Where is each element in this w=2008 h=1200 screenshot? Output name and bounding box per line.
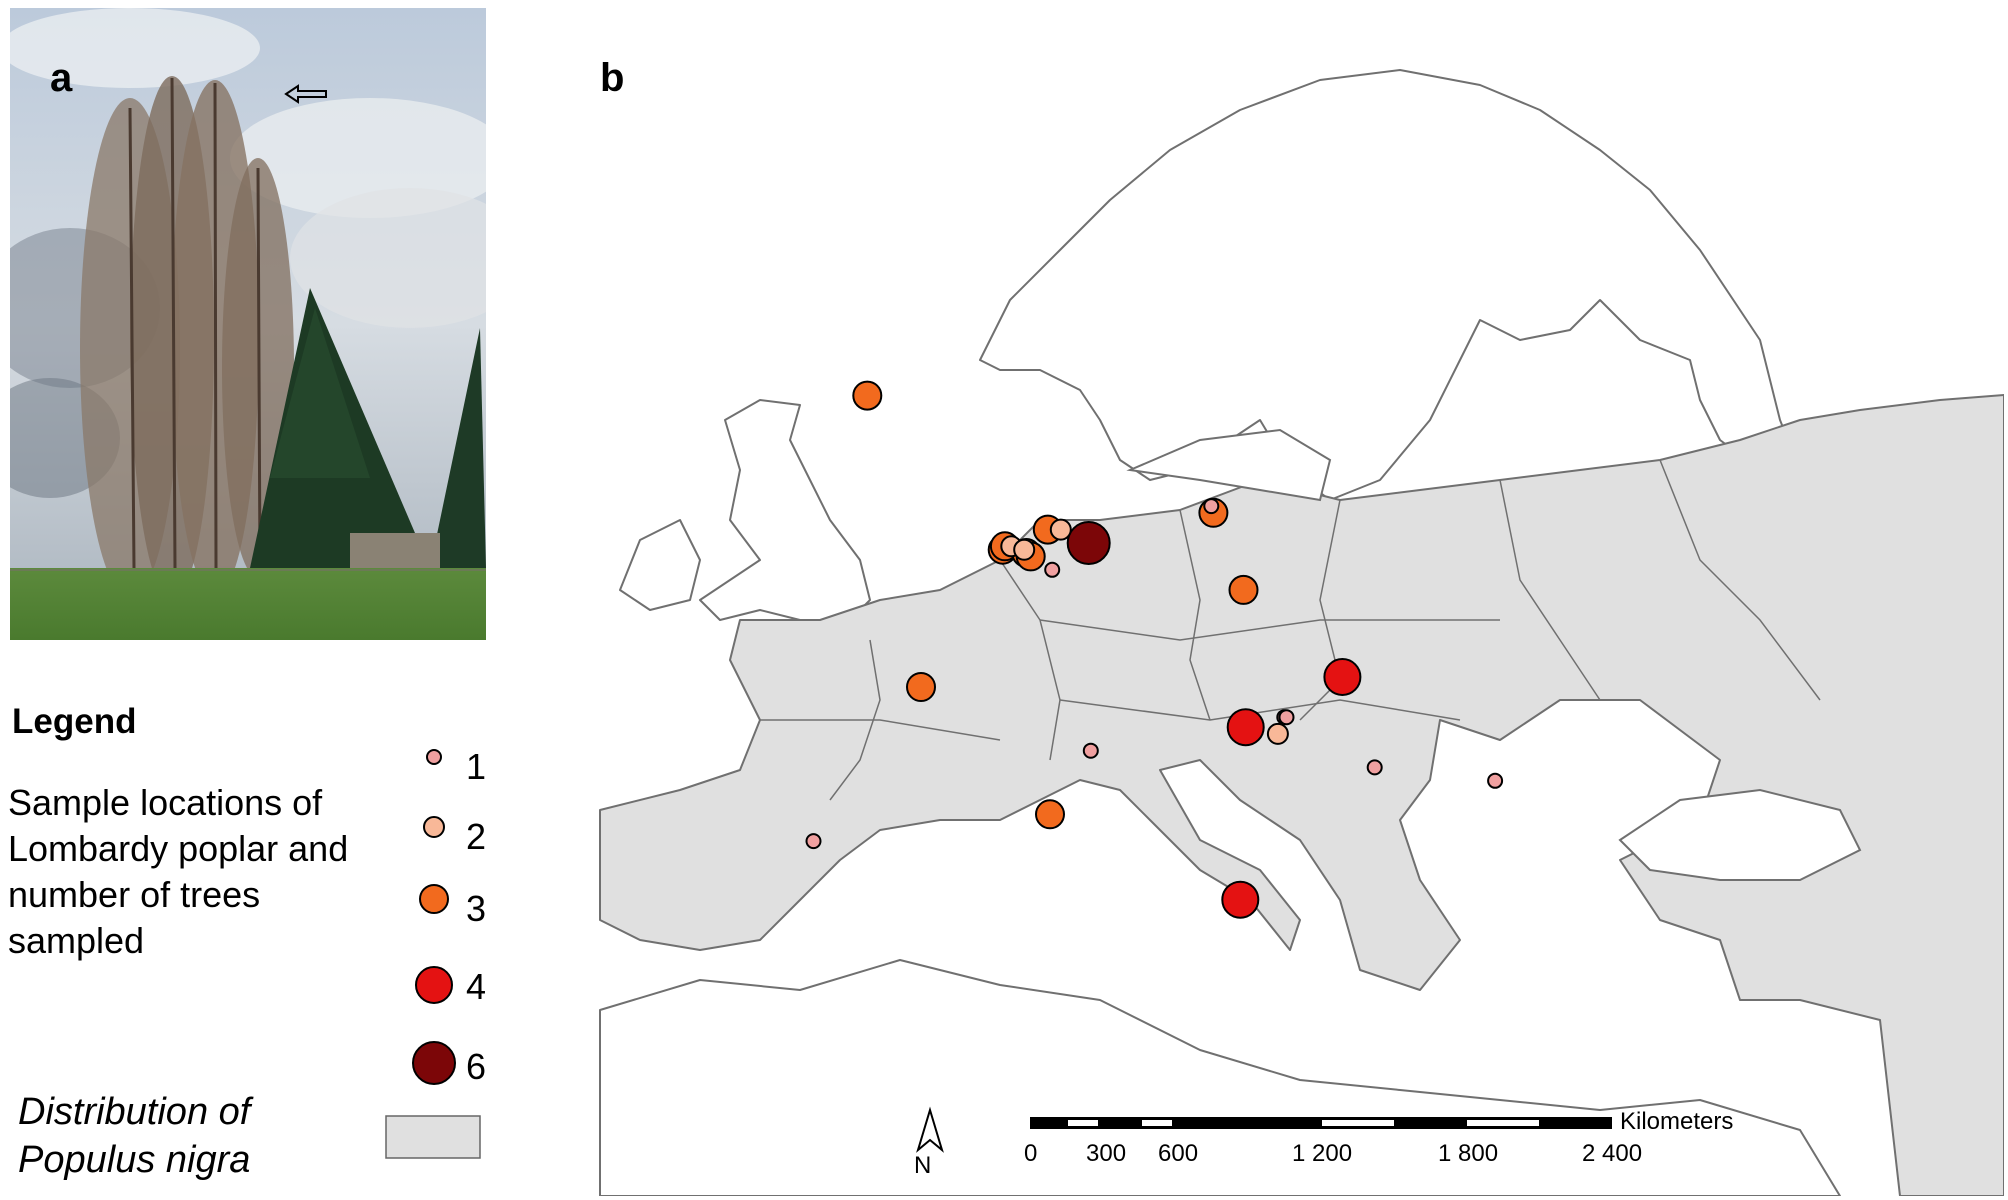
legend-count-3: 3 — [466, 888, 487, 929]
scale-tick-600: 600 — [1158, 1140, 1199, 1167]
legend-count-2: 2 — [466, 816, 487, 857]
scale-tick-1800: 1 800 — [1438, 1140, 1499, 1167]
legend-symbol-6 — [412, 1041, 456, 1085]
legend-sample-description: Sample locations of Lombardy poplar and … — [8, 782, 349, 961]
scale-bar — [1030, 1117, 1612, 1129]
sample-sites-layer — [805, 380, 1504, 919]
africa-landmass — [599, 959, 1841, 1196]
scale-tick-0: 0 — [1024, 1140, 1038, 1167]
sample-site-24 — [1366, 759, 1383, 776]
sample-site-17 — [1266, 722, 1289, 745]
populus-nigra-distribution — [599, 394, 2004, 1196]
legend-symbol-2 — [423, 816, 445, 838]
legend-title: Legend — [12, 702, 137, 741]
legend-count-4: 4 — [466, 966, 487, 1007]
sample-site-15 — [1013, 538, 1036, 561]
arrow-left-icon — [284, 84, 327, 104]
britain-landmass — [699, 399, 871, 621]
scale-tick-1200: 1 200 — [1292, 1140, 1353, 1167]
sample-site-25 — [1487, 772, 1504, 789]
sample-site-4 — [852, 380, 883, 411]
europe-map — [562, 12, 2004, 1196]
panel-b-letter: b — [600, 56, 625, 100]
sample-site-12 — [906, 672, 936, 702]
legend-symbol-3 — [419, 884, 449, 914]
sample-site-21 — [805, 833, 822, 850]
poplar-photo — [10, 8, 486, 640]
sample-site-2 — [1323, 658, 1362, 696]
legend-count-1: 1 — [466, 746, 487, 787]
sample-site-13 — [1035, 799, 1065, 830]
legend-count-6: 6 — [466, 1046, 487, 1087]
scale-unit-label: Kilometers — [1620, 1108, 1734, 1135]
legend-symbol-4 — [415, 966, 453, 1004]
legend-symbols — [385, 749, 481, 1159]
legend-distribution-swatch — [385, 1115, 481, 1159]
sample-site-1 — [1226, 708, 1265, 747]
legend-symbol-1 — [426, 749, 442, 765]
ireland-landmass — [619, 519, 701, 611]
scale-tick-300: 300 — [1086, 1140, 1127, 1167]
sample-site-16 — [1049, 518, 1072, 541]
sample-site-19 — [1203, 498, 1220, 515]
scale-tick-2400: 2 400 — [1582, 1140, 1643, 1167]
sample-site-11 — [1228, 574, 1259, 605]
sample-site-3 — [1221, 880, 1260, 919]
sample-site-18 — [1044, 561, 1061, 578]
north-label: N — [914, 1152, 932, 1179]
legend-distribution-label: Distribution of Populus nigra — [18, 1091, 251, 1181]
panel-a-letter: a — [50, 56, 73, 100]
sample-site-20 — [1082, 742, 1099, 759]
sample-site-23 — [1278, 709, 1295, 726]
black-sea — [1618, 788, 1862, 881]
baltic-sea — [1126, 428, 1332, 502]
north-arrow-icon — [916, 1106, 944, 1153]
sample-site-0 — [1066, 521, 1111, 565]
